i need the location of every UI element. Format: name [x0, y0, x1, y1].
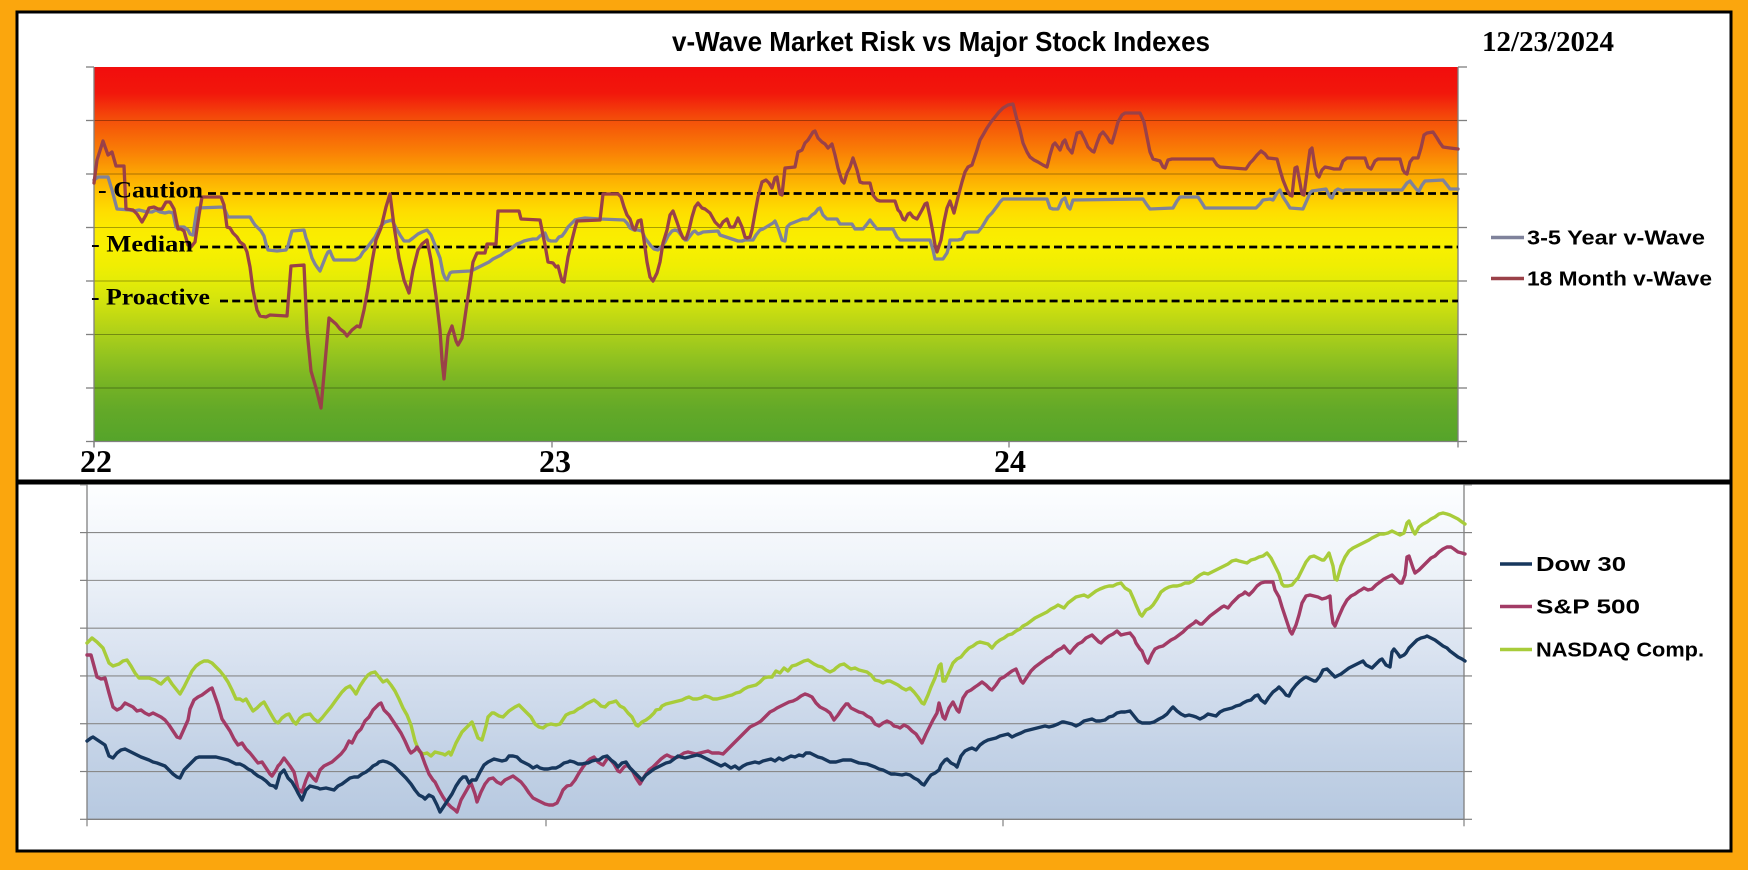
svg-text:- Caution: - Caution	[98, 178, 203, 203]
svg-text:3-5 Year v-Wave: 3-5 Year v-Wave	[1527, 228, 1705, 250]
svg-text:Dow 30: Dow 30	[1536, 554, 1626, 576]
svg-text:22: 22	[80, 443, 112, 479]
svg-text:23: 23	[539, 443, 571, 479]
svg-text:24: 24	[994, 443, 1026, 479]
svg-text:18 Month v-Wave: 18 Month v-Wave	[1527, 269, 1712, 291]
svg-text:S&P 500: S&P 500	[1536, 597, 1640, 619]
svg-text:- Median: - Median	[91, 232, 193, 257]
svg-text:v-Wave Market Risk vs Major St: v-Wave Market Risk vs Major Stock Indexe…	[672, 26, 1210, 57]
svg-text:- Proactive: - Proactive	[91, 285, 210, 310]
svg-text:NASDAQ Comp.: NASDAQ Comp.	[1536, 640, 1704, 662]
svg-text:12/23/2024: 12/23/2024	[1482, 26, 1614, 58]
